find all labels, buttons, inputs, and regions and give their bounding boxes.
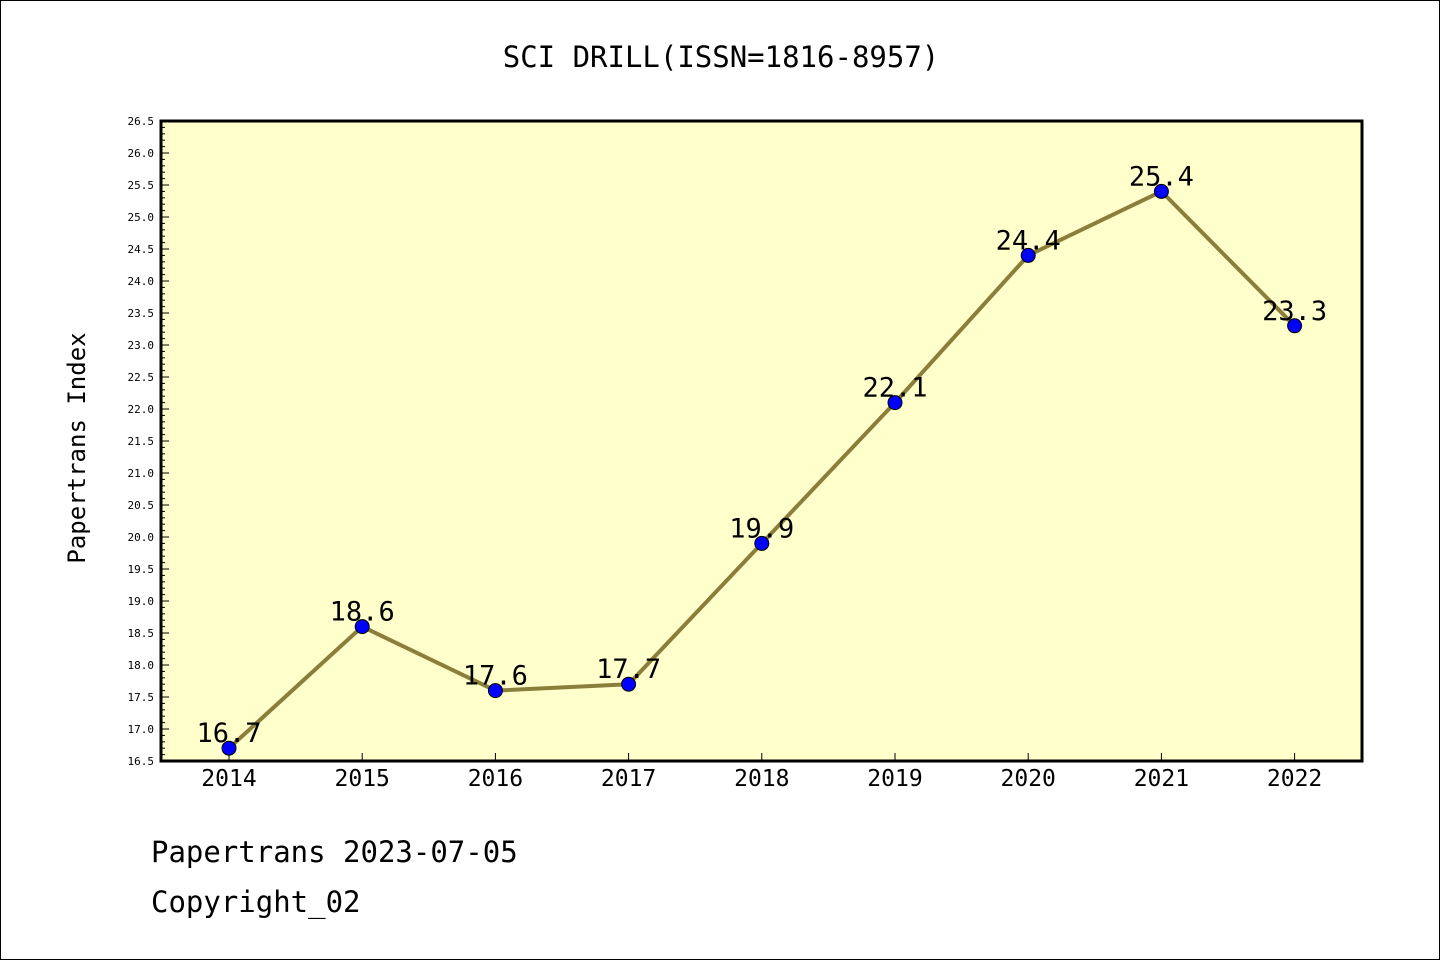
plot-area (159, 119, 1364, 763)
data-point (221, 740, 237, 756)
x-tick-label: 2016 (468, 766, 523, 792)
data-label: 16.7 (196, 718, 261, 749)
x-tick-label: 2021 (1134, 766, 1189, 792)
data-label: 19.9 (729, 513, 794, 544)
y-tick-label: 23.5 (128, 307, 155, 320)
footer-copyright: Copyright_02 (151, 885, 361, 919)
data-point (887, 395, 903, 411)
y-tick-label: 23.0 (128, 339, 155, 352)
y-axis-ticks: 16.5 17.0 17.5 18.0 18.5 19.0 19.5 20.0 20.5 21.0… (128, 115, 169, 768)
data-label: 17.6 (463, 661, 528, 692)
y-tick-label: 19.0 (128, 595, 155, 608)
y-tick-label: 22.5 (128, 371, 155, 384)
y-tick-label: 17.0 (128, 723, 155, 736)
y-tick-label: 17.5 (128, 691, 155, 704)
y-tick-label: 26.0 (128, 147, 155, 160)
data-point (1287, 318, 1303, 334)
x-tick-label: 2018 (734, 766, 789, 792)
data-label: 22.1 (862, 373, 927, 404)
y-tick-label: 18.0 (128, 659, 155, 672)
y-tick-label: 20.0 (128, 531, 155, 544)
x-tick-label: 2014 (201, 766, 256, 792)
data-label: 23.3 (1262, 296, 1327, 327)
y-tick-label: 25.5 (128, 179, 155, 192)
y-tick-label: 16.5 (128, 755, 155, 768)
y-tick-label: 24.0 (128, 275, 155, 288)
data-label: 24.4 (996, 225, 1061, 256)
y-tick-label: 22.0 (128, 403, 155, 416)
data-label: 25.4 (1129, 161, 1194, 192)
footer-date: Papertrans 2023-07-05 (151, 835, 518, 869)
x-tick-label: 2020 (1001, 766, 1056, 792)
y-tick-label: 21.5 (128, 435, 155, 448)
data-point (1153, 183, 1169, 199)
y-axis-label: Papertrans Index (63, 332, 91, 563)
y-tick-label: 25.0 (128, 211, 155, 224)
y-tick-label: 26.5 (128, 115, 155, 128)
data-label: 17.7 (596, 654, 661, 685)
x-tick-label: 2022 (1267, 766, 1322, 792)
x-tick-label: 2017 (601, 766, 656, 792)
x-tick-label: 2019 (867, 766, 922, 792)
chart-title: SCI DRILL(ISSN=1816-8957) (503, 40, 940, 74)
y-tick-label: 20.5 (128, 499, 155, 512)
y-tick-label: 18.5 (128, 627, 155, 640)
data-point (354, 619, 370, 635)
data-point (754, 535, 770, 551)
y-tick-label: 19.5 (128, 563, 155, 576)
x-axis-ticks: 2014 2015 2016 2017 2018 2019 2020 2021 2022 (201, 753, 1322, 792)
data-point (487, 683, 503, 699)
data-point (621, 676, 637, 692)
y-tick-label: 24.5 (128, 243, 155, 256)
data-point (1020, 247, 1036, 263)
data-series: 16.7 18.6 17.6 17.7 19.9 22.1 24.4 25.4 23.3 (196, 161, 1327, 756)
x-tick-label: 2015 (335, 766, 390, 792)
data-label: 18.6 (330, 597, 395, 628)
y-tick-label: 21.0 (128, 467, 155, 480)
